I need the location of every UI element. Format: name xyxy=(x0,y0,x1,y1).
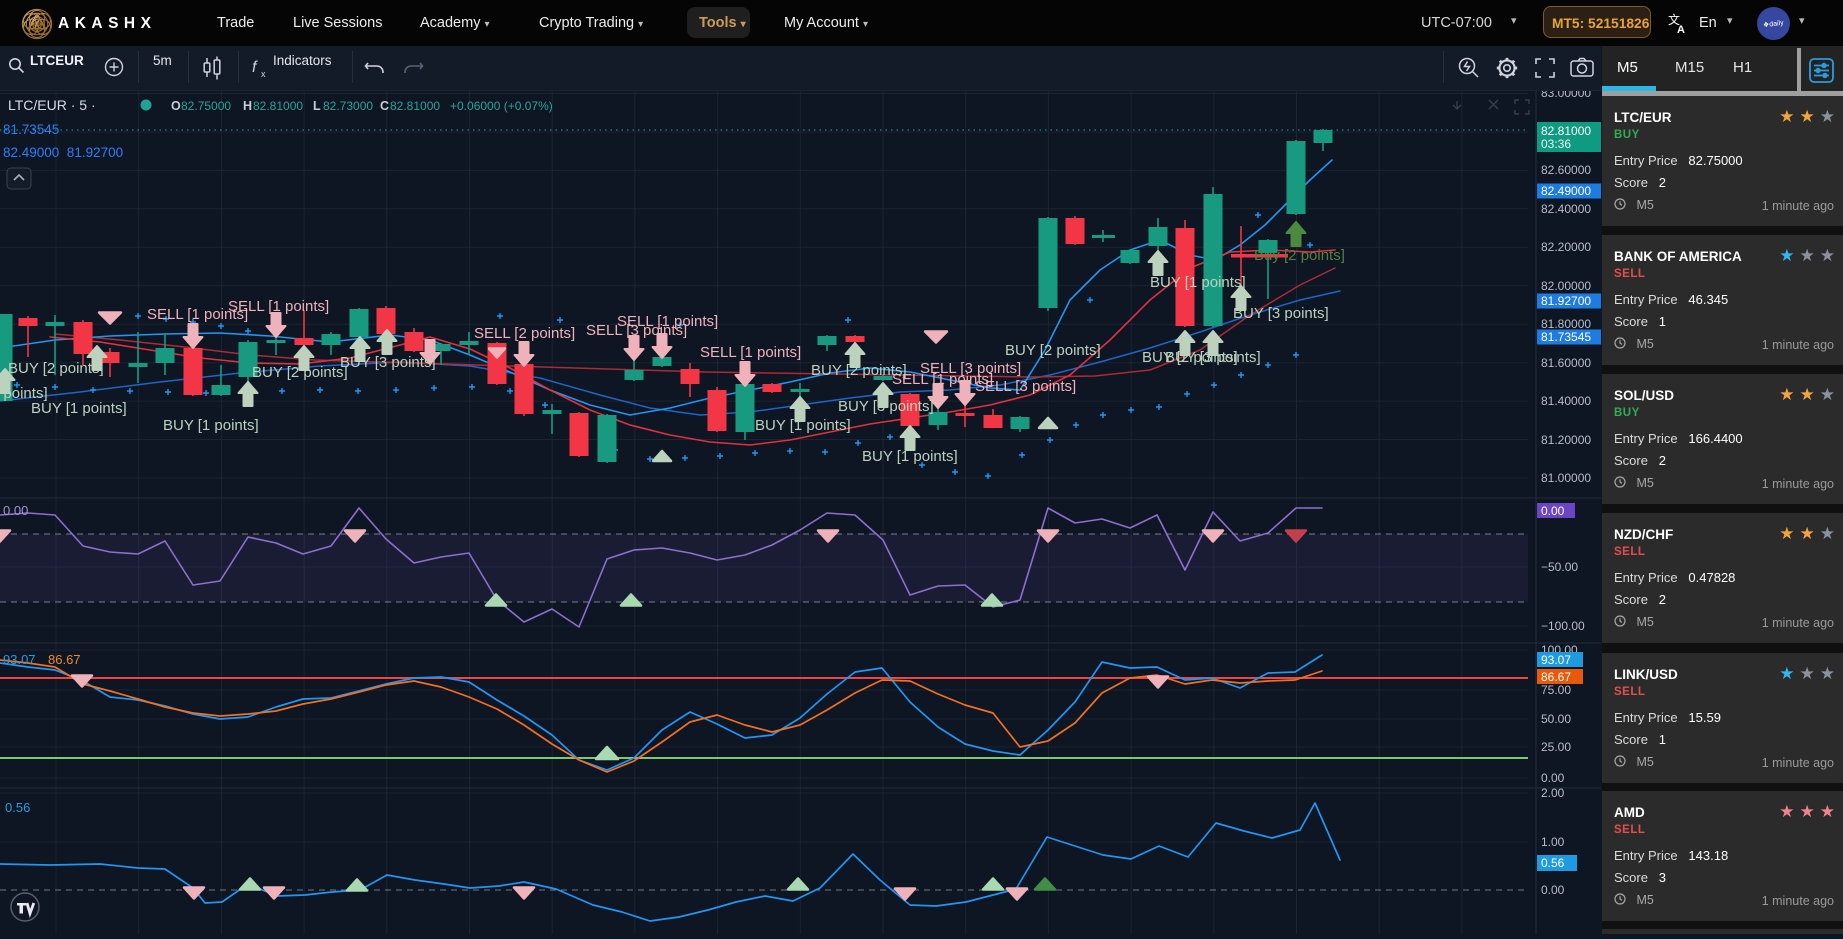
svg-text:2.00: 2.00 xyxy=(1541,786,1565,800)
svg-text:93.07: 93.07 xyxy=(1541,653,1571,667)
svg-text:82.40000: 82.40000 xyxy=(1541,202,1591,216)
svg-text:A: A xyxy=(1677,24,1685,35)
svg-text:75.00: 75.00 xyxy=(1541,683,1571,697)
svg-text:SELL [3 points]: SELL [3 points] xyxy=(920,360,1021,377)
svg-text:82.73000: 82.73000 xyxy=(323,99,373,113)
svg-text:81.73545: 81.73545 xyxy=(3,122,59,137)
svg-text:93.07: 93.07 xyxy=(3,652,36,667)
svg-text:SELL [2 points]: SELL [2 points] xyxy=(474,325,575,342)
svg-text:86.67: 86.67 xyxy=(48,652,81,667)
svg-text:f: f xyxy=(252,59,258,76)
svg-text:SELL [1 points]: SELL [1 points] xyxy=(700,344,801,361)
svg-text:81.20000: 81.20000 xyxy=(1541,433,1591,447)
svg-text:82.81000: 82.81000 xyxy=(253,99,303,113)
svg-text:BUY [3 points]: BUY [3 points] xyxy=(1165,349,1261,366)
svg-text:83.00000: 83.00000 xyxy=(1541,91,1591,100)
svg-text:81.00000: 81.00000 xyxy=(1541,471,1591,485)
svg-text:BUY [2 points]: BUY [2 points] xyxy=(1142,349,1238,366)
svg-text:0.56: 0.56 xyxy=(1541,856,1565,870)
svg-text:0.00: 0.00 xyxy=(1541,883,1565,897)
svg-text:82.00000: 82.00000 xyxy=(1541,279,1591,293)
svg-text:81.92700: 81.92700 xyxy=(1541,294,1591,308)
svg-text:81.40000: 81.40000 xyxy=(1541,394,1591,408)
svg-text:BUY [1 points]: BUY [1 points] xyxy=(31,400,127,417)
svg-text:03:36: 03:36 xyxy=(1541,137,1571,151)
svg-text:82.81000: 82.81000 xyxy=(390,99,440,113)
svg-text:82.81000: 82.81000 xyxy=(1541,124,1591,138)
svg-text:82.60000: 82.60000 xyxy=(1541,163,1591,177)
svg-text:BUY [2 points]: BUY [2 points] xyxy=(811,362,907,379)
svg-text:文: 文 xyxy=(1668,12,1680,27)
svg-text:0.00: 0.00 xyxy=(1541,771,1565,785)
svg-text:H: H xyxy=(243,99,252,113)
svg-text:BUY [3 points]: BUY [3 points] xyxy=(340,354,436,371)
svg-text:C: C xyxy=(380,99,389,113)
svg-text:SELL [1 points]: SELL [1 points] xyxy=(892,371,993,388)
svg-text:86.67: 86.67 xyxy=(1541,670,1571,684)
svg-text:82.20000: 82.20000 xyxy=(1541,240,1591,254)
svg-text:−100.00: −100.00 xyxy=(1541,619,1585,633)
svg-text:BUY [1 points]: BUY [1 points] xyxy=(163,417,259,434)
svg-text:82.49000 81.92700: 82.49000 81.92700 xyxy=(3,145,123,160)
svg-text:BUY [2 points]: BUY [2 points] xyxy=(8,360,104,377)
svg-text:BUY [3 points]: BUY [3 points] xyxy=(1233,305,1329,322)
svg-text:x: x xyxy=(261,69,266,79)
svg-text:BUY [1 points]: BUY [1 points] xyxy=(1150,274,1246,291)
svg-text:BUY [1 points]: BUY [1 points] xyxy=(0,385,48,402)
svg-text:0.00: 0.00 xyxy=(1541,504,1565,518)
svg-text:82.75000: 82.75000 xyxy=(181,99,231,113)
svg-text:1.00: 1.00 xyxy=(1541,835,1565,849)
svg-text:25.00: 25.00 xyxy=(1541,740,1571,754)
svg-text:SELL [3 points]: SELL [3 points] xyxy=(586,322,687,339)
svg-text:BUY [1 points]: BUY [1 points] xyxy=(862,448,958,465)
svg-text:LTC/EUR · 5 ·: LTC/EUR · 5 · xyxy=(8,97,96,113)
svg-text:O: O xyxy=(171,99,181,113)
svg-text:Buy [2 points]: Buy [2 points] xyxy=(1254,247,1345,264)
svg-text:SELL [1 points]: SELL [1 points] xyxy=(147,306,248,323)
svg-text:50.00: 50.00 xyxy=(1541,712,1571,726)
svg-text:81.60000: 81.60000 xyxy=(1541,356,1591,370)
svg-text:SELL [1 points]: SELL [1 points] xyxy=(617,313,718,330)
svg-text:82.49000: 82.49000 xyxy=(1541,184,1591,198)
svg-text:81.73545: 81.73545 xyxy=(1541,330,1591,344)
svg-text:BUY [2 points]: BUY [2 points] xyxy=(1005,342,1101,359)
svg-text:+0.06000 (+0.07%): +0.06000 (+0.07%) xyxy=(450,99,553,113)
svg-text:BUY [3 points]: BUY [3 points] xyxy=(838,398,934,415)
svg-text:0.56: 0.56 xyxy=(5,800,30,815)
svg-text:L: L xyxy=(313,99,321,113)
svg-text:−50.00: −50.00 xyxy=(1541,560,1578,574)
svg-text:BUY [1 points]: BUY [1 points] xyxy=(755,417,851,434)
svg-text:SELL [3 points]: SELL [3 points] xyxy=(975,378,1076,395)
svg-text:81.80000: 81.80000 xyxy=(1541,317,1591,331)
svg-text:BUY [2 points]: BUY [2 points] xyxy=(252,364,348,381)
svg-text:SELL [1 points]: SELL [1 points] xyxy=(228,298,329,315)
svg-text:0.00: 0.00 xyxy=(3,503,28,518)
